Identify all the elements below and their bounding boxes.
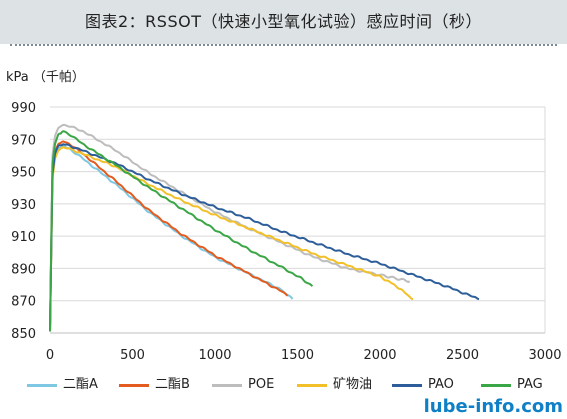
series-line-1 [49,144,294,332]
grid-layer [50,106,545,302]
x-tick-label: 0 [46,348,54,363]
legend-label: POE [248,377,275,392]
legend-label: 二酯B [155,377,190,392]
x-tick-label: 1500 [281,348,314,363]
watermark: lube-info.com [423,396,563,417]
legend-swatch [27,384,57,387]
x-tick-label: 2500 [446,348,479,363]
y-tick-label: 950 [11,166,36,181]
y-tick-label: 890 [11,262,36,277]
y-tick-label: 930 [11,198,36,213]
series-line-4 [49,146,414,332]
series-line-5 [49,143,480,332]
y-tick-label: 990 [11,101,36,116]
legend-label: PAO [428,377,454,392]
title-bar [0,0,567,44]
legend: 二酯A 二酯B POE 矿物油 PAO PAG [0,375,567,395]
legend-label: PAG [517,377,543,392]
x-tick-label: 3000 [528,348,561,363]
legend-label: 矿物油 [333,377,373,392]
series-line-3 [49,123,411,332]
series-line-2 [49,140,289,332]
legend-label: 二酯A [63,377,98,392]
series-layer [49,123,480,332]
tick-label-layer: 850 870 890 910 930 950 970 990 0 500 1000 1500 2000… [11,101,561,363]
legend-swatch [392,384,422,387]
y-tick-label: 850 [11,327,36,342]
x-tick-label: 1000 [198,348,231,363]
axis-layer [50,107,546,334]
chart-title: 图表2：RSSOT（快速小型氧化试验）感应时间（秒） [85,12,482,31]
series-line-6 [49,130,314,332]
x-tick-label: 500 [120,348,145,363]
y-axis-unit-label: kPa （千帕） [6,70,85,85]
legend-swatch [297,384,327,387]
y-tick-label: 910 [11,230,36,245]
y-tick-label: 870 [11,295,36,310]
legend-swatch [212,384,242,387]
legend-swatch [119,384,149,387]
title-divider [10,44,557,46]
x-tick-label: 2000 [363,348,396,363]
y-tick-label: 970 [11,133,36,148]
legend-swatch [481,384,511,387]
